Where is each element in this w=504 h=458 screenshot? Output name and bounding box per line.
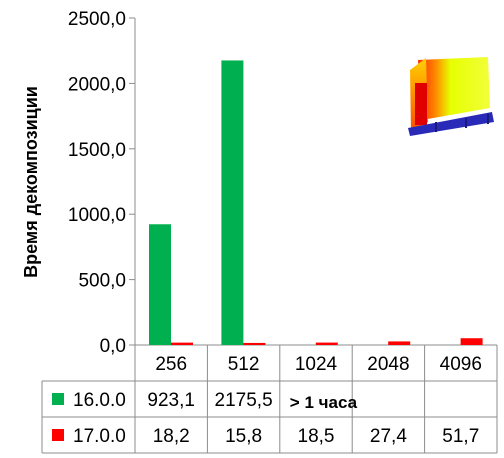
data-label: 923,1	[147, 390, 195, 411]
legend-swatch	[52, 429, 64, 441]
table-note: > 1 часа	[290, 393, 358, 412]
x-tick-label: 1024	[295, 354, 338, 375]
bar-16-0-0-256	[149, 224, 171, 345]
data-label: 2175,5	[215, 390, 273, 411]
y-tick-label: 1000,0	[68, 205, 126, 226]
x-tick-label: 512	[228, 354, 260, 375]
y-tick-label: 1500,0	[68, 140, 126, 161]
data-label: 15,8	[225, 426, 262, 447]
bar-17-0-0-512	[243, 342, 266, 345]
legend-swatch	[52, 393, 64, 405]
data-label: 51,7	[442, 426, 479, 447]
data-label: 18,5	[298, 426, 335, 447]
y-tick-label: 2000,0	[68, 74, 126, 95]
y-tick-label: 2500,0	[68, 9, 126, 30]
x-tick-label: 2048	[367, 354, 409, 375]
data-table: 256 512 1024 2048 4096 16.0.0 923,1 2175,5 17.0.…	[41, 345, 498, 454]
y-tick-label: 0,0	[100, 336, 126, 357]
thermal-model-thumbnail-icon	[405, 53, 494, 136]
bar-17-0-0-1024	[315, 342, 338, 345]
bar-17-0-0-256	[171, 342, 193, 345]
y-axis-label: Время декомпозиции	[21, 86, 41, 278]
data-label: 18,2	[153, 426, 190, 447]
bars	[149, 60, 483, 345]
x-tick-label: 256	[155, 354, 187, 375]
bar-16-0-0-512	[221, 60, 244, 345]
bar-17-0-0-2048	[388, 341, 411, 345]
y-axis-ticks: 0,0 500,0 1000,0 1500,0 2000,0 2500,0	[68, 9, 135, 357]
x-tick-label: 4096	[440, 354, 482, 375]
data-label: 27,4	[370, 426, 407, 447]
y-tick-label: 500,0	[78, 271, 126, 292]
legend-label: 16.0.0	[73, 390, 126, 411]
bar-17-0-0-4096	[460, 338, 483, 345]
legend-label: 17.0.0	[73, 426, 126, 447]
